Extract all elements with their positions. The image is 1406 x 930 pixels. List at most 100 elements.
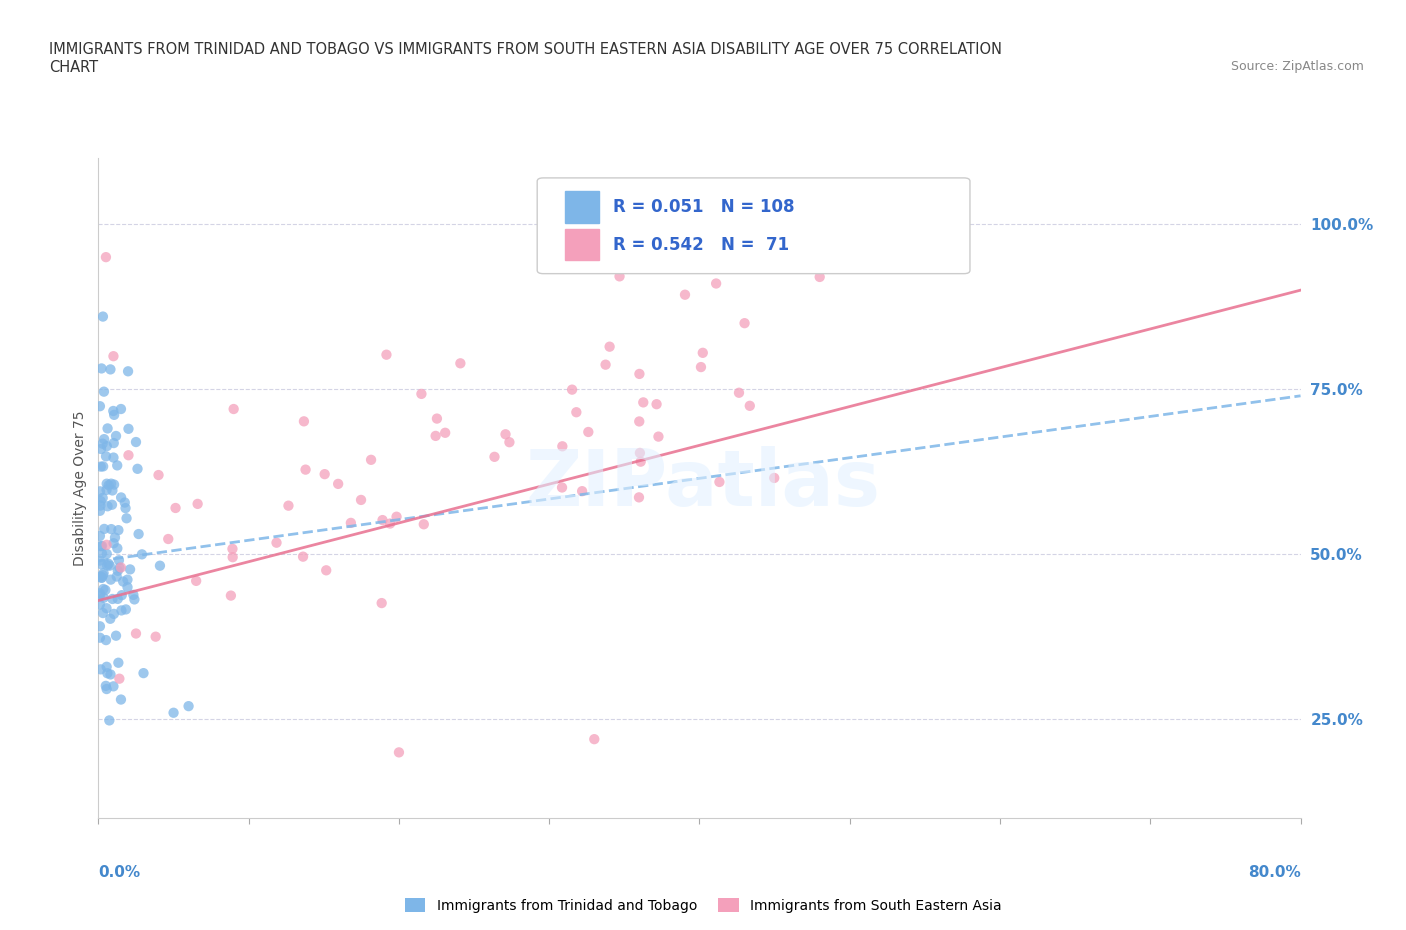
Point — [103, 349, 125, 364]
Text: R = 0.051   N = 108: R = 0.051 N = 108 — [613, 198, 794, 216]
Point — [122, 588, 145, 603]
Bar — [565, 229, 599, 260]
Point — [292, 550, 315, 565]
Point — [89, 484, 111, 498]
Point — [110, 692, 132, 707]
Point — [94, 582, 117, 597]
Point — [484, 449, 506, 464]
Point — [89, 528, 111, 543]
Point — [103, 477, 125, 492]
Point — [627, 490, 650, 505]
Point — [89, 597, 111, 612]
Point — [576, 424, 599, 439]
Point — [340, 515, 363, 530]
Point — [90, 361, 112, 376]
Point — [583, 732, 606, 747]
Point — [219, 588, 242, 603]
Point — [117, 448, 139, 463]
Point — [551, 439, 574, 454]
Point — [704, 276, 727, 291]
Point — [115, 511, 138, 525]
Point — [97, 478, 120, 493]
Point — [89, 588, 111, 603]
Point — [89, 399, 111, 414]
Point — [630, 454, 652, 469]
Point — [107, 564, 129, 578]
Point — [157, 532, 180, 547]
Text: R = 0.542   N =  71: R = 0.542 N = 71 — [613, 236, 789, 254]
Legend: Immigrants from Trinidad and Tobago, Immigrants from South Eastern Asia: Immigrants from Trinidad and Tobago, Imm… — [399, 893, 1007, 919]
Point — [107, 656, 129, 671]
Point — [96, 498, 118, 513]
Point — [103, 679, 125, 694]
Point — [91, 568, 114, 583]
Point — [107, 591, 129, 606]
Point — [96, 547, 118, 562]
Point — [90, 538, 112, 553]
Point — [595, 357, 617, 372]
Point — [93, 522, 115, 537]
Point — [91, 459, 114, 474]
Point — [93, 565, 115, 580]
Point — [426, 411, 449, 426]
Point — [145, 630, 167, 644]
Point — [645, 397, 668, 412]
Point — [100, 572, 122, 587]
Point — [628, 366, 651, 381]
Point — [111, 588, 134, 603]
Point — [97, 556, 120, 571]
Point — [808, 270, 831, 285]
Point — [314, 467, 336, 482]
Point — [117, 421, 139, 436]
Point — [96, 659, 118, 674]
Point — [96, 483, 118, 498]
Point — [91, 605, 114, 620]
Point — [89, 618, 111, 633]
Point — [114, 495, 136, 510]
Bar — [565, 192, 599, 223]
Point — [96, 538, 118, 552]
Point — [266, 536, 288, 551]
Point — [565, 405, 588, 419]
Point — [103, 407, 125, 422]
Point — [105, 629, 128, 644]
Point — [412, 517, 434, 532]
Point — [94, 250, 117, 265]
Point — [93, 432, 115, 446]
Point — [98, 611, 121, 626]
Point — [114, 500, 136, 515]
Point — [434, 425, 457, 440]
Point — [107, 523, 129, 538]
Point — [103, 435, 125, 450]
Point — [110, 402, 132, 417]
Point — [131, 547, 153, 562]
Text: 0.0%: 0.0% — [98, 865, 141, 880]
Point — [97, 421, 120, 436]
Point — [90, 570, 112, 585]
Point — [104, 530, 127, 545]
Text: Source: ZipAtlas.com: Source: ZipAtlas.com — [1230, 60, 1364, 73]
FancyBboxPatch shape — [537, 178, 970, 273]
Point — [91, 490, 114, 505]
Point — [187, 497, 209, 512]
Point — [385, 510, 408, 525]
Point — [449, 356, 471, 371]
Point — [105, 458, 128, 472]
Y-axis label: Disability Age Over 75: Disability Age Over 75 — [73, 410, 87, 566]
Point — [105, 569, 128, 584]
Point — [162, 705, 184, 720]
Point — [108, 552, 131, 567]
Point — [294, 462, 316, 477]
Point — [149, 558, 172, 573]
Point — [110, 490, 132, 505]
Point — [90, 459, 112, 474]
Point — [186, 574, 208, 589]
Point — [117, 364, 139, 379]
Point — [551, 480, 574, 495]
Point — [673, 287, 696, 302]
Point — [628, 414, 651, 429]
Point — [101, 591, 124, 606]
Text: CHART: CHART — [49, 60, 98, 75]
Point — [90, 662, 112, 677]
Point — [148, 468, 170, 483]
